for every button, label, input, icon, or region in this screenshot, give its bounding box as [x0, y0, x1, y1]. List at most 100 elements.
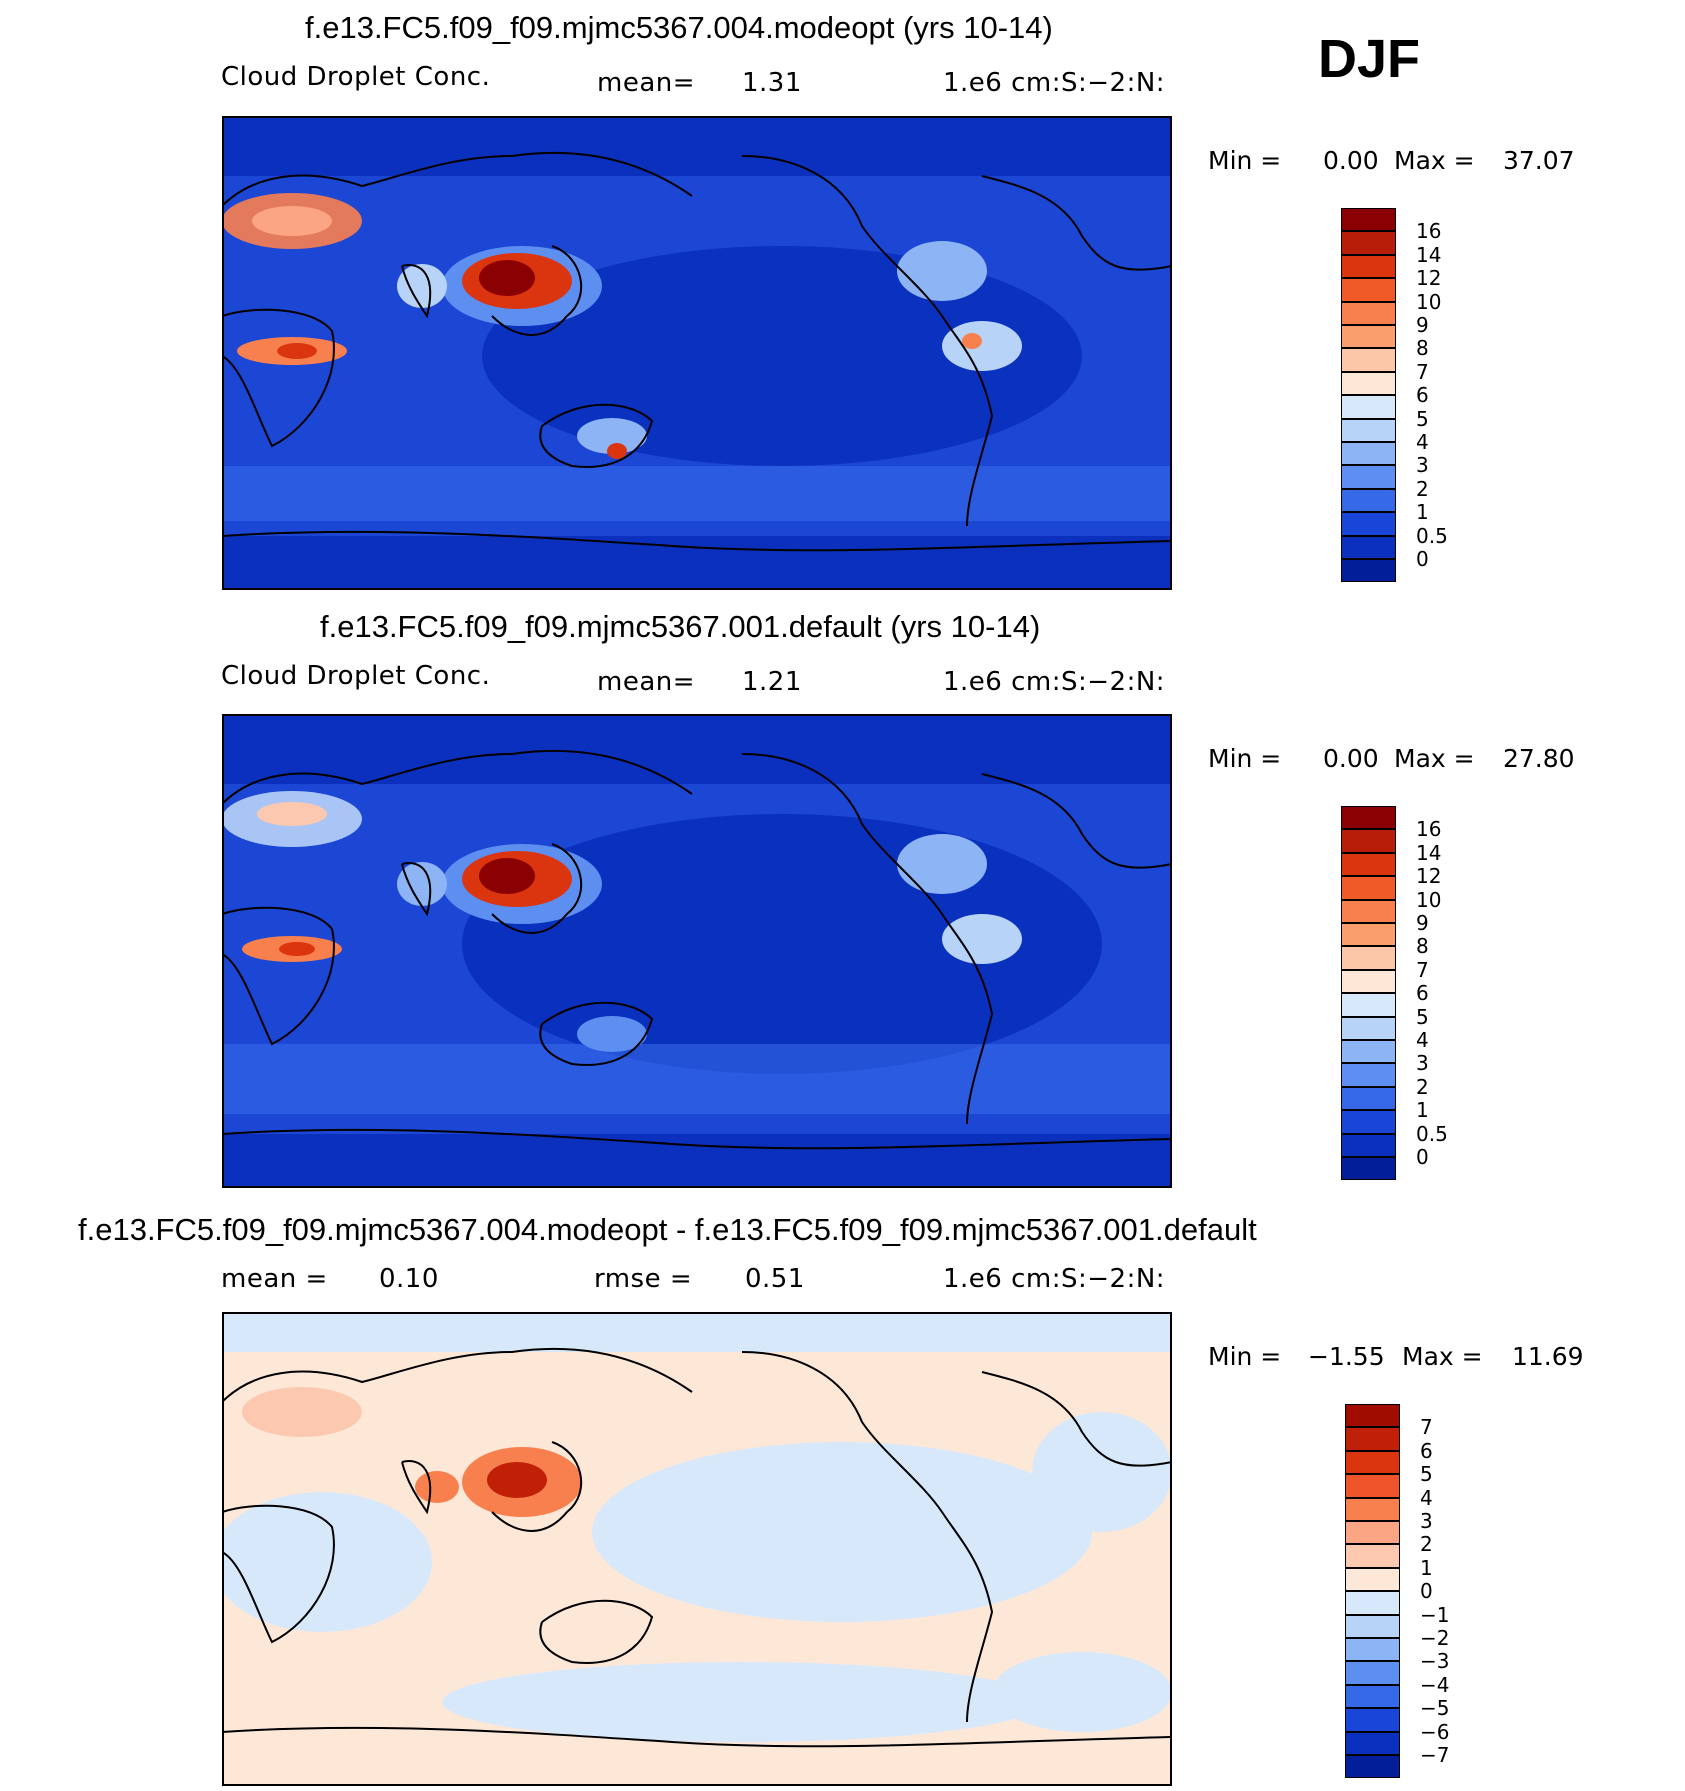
panel-3-min-label: Min = [1208, 1342, 1282, 1371]
colorbar-tick-label: −1 [1420, 1602, 1450, 1627]
panel-3-min-value: −1.55 [1308, 1342, 1385, 1371]
panel-1-mean-label: mean= [597, 68, 696, 98]
colorbar-tick-label: 1 [1420, 1555, 1433, 1580]
colorbar-tick-label: 2 [1416, 476, 1429, 501]
colorbar-segment [1341, 969, 1396, 994]
panel-2-mean-value: 1.21 [742, 667, 802, 697]
colorbar-tick-label: 9 [1416, 313, 1429, 337]
colorbar-tick-label: 7 [1416, 957, 1429, 982]
colorbar-tick-label: 0 [1416, 1145, 1429, 1169]
panel-1-min-value: 0.00 [1323, 146, 1379, 175]
colorbar-segment [1341, 278, 1396, 302]
colorbar-tick-label: 3 [1420, 1509, 1433, 1533]
colorbar-tick-label: 2 [1416, 1074, 1429, 1099]
panel-2-max-value: 27.80 [1503, 744, 1575, 773]
colorbar-tick-label: 0.5 [1416, 523, 1448, 548]
colorbar-tick-label: −6 [1420, 1719, 1450, 1744]
colorbar-tick-label: −4 [1420, 1672, 1450, 1697]
colorbar-tick-label: 12 [1416, 266, 1442, 291]
colorbar-segment [1345, 1474, 1400, 1498]
colorbar-segment [1341, 852, 1396, 877]
colorbar-segment [1341, 1063, 1396, 1087]
panel-1-max-value: 37.07 [1503, 146, 1575, 175]
colorbar-segment [1341, 899, 1396, 923]
colorbar-tick-label: 1 [1416, 500, 1429, 525]
colorbar-tick-label: 7 [1416, 359, 1429, 384]
colorbar-tick-label: 5 [1416, 406, 1429, 431]
colorbar-segment [1345, 1755, 1400, 1779]
colorbar-segment [1341, 1040, 1396, 1064]
panel-3-title: f.e13.FC5.f09_f09.mjmc5367.004.modeopt -… [78, 1212, 1257, 1247]
colorbar-segment [1341, 923, 1396, 947]
colorbar-tick-label: 10 [1416, 289, 1442, 314]
panel-3-mean-value: 0.10 [379, 1264, 439, 1294]
colorbar-segment [1345, 1614, 1400, 1638]
colorbar-segment [1341, 325, 1396, 349]
colorbar-segment [1341, 301, 1396, 325]
colorbar-tick-label: 4 [1416, 1028, 1429, 1052]
colorbar-segment [1345, 1591, 1400, 1615]
panel-3-mean-label: mean = [221, 1264, 328, 1294]
panel-2-max-label: Max = [1394, 744, 1475, 773]
panel-3-map [222, 1312, 1172, 1786]
colorbar-segment [1341, 1157, 1396, 1181]
colorbar-tick-label: 10 [1416, 887, 1442, 912]
panel-2-map [222, 714, 1172, 1188]
panel-1-map [222, 116, 1172, 590]
colorbar-segment [1345, 1731, 1400, 1755]
colorbar-tick-label: 12 [1416, 864, 1442, 889]
colorbar-segment [1341, 442, 1396, 466]
colorbar-tick-label: 0 [1420, 1579, 1433, 1604]
colorbar-tick-label: −2 [1420, 1626, 1450, 1650]
colorbar-tick-label: 14 [1416, 242, 1442, 267]
colorbar-segment [1345, 1521, 1400, 1545]
colorbar-tick-label: 6 [1420, 1438, 1433, 1463]
colorbar-tick-label: 9 [1416, 911, 1429, 935]
colorbar-tick-label: 2 [1420, 1532, 1433, 1557]
colorbar-segment [1345, 1708, 1400, 1732]
colorbar-segment [1341, 1133, 1396, 1157]
panel-3-max-value: 11.69 [1512, 1342, 1584, 1371]
colorbar-segment [1341, 371, 1396, 396]
colorbar-segment [1341, 348, 1396, 372]
colorbar-segment [1345, 1684, 1400, 1709]
colorbar-segment [1341, 1086, 1396, 1111]
colorbar-segment [1341, 488, 1396, 513]
panel-1-mean-value: 1.31 [742, 68, 802, 98]
colorbar-segment [1341, 395, 1396, 419]
colorbar-segment [1345, 1450, 1400, 1475]
colorbar-tick-label: 6 [1416, 383, 1429, 408]
colorbar-tick-label: 16 [1416, 219, 1442, 244]
colorbar-segment [1345, 1544, 1400, 1568]
colorbar-tick-label: −5 [1420, 1696, 1450, 1721]
panel-1-max-label: Max = [1394, 146, 1475, 175]
colorbar-tick-label: 4 [1416, 430, 1429, 454]
colorbar-tick-label: −7 [1420, 1743, 1450, 1767]
colorbar-tick-label: 1 [1416, 1098, 1429, 1123]
colorbar-segment [1341, 535, 1396, 559]
panel-2-title: f.e13.FC5.f09_f09.mjmc5367.001.default (… [320, 609, 1041, 644]
panel-2-min-value: 0.00 [1323, 744, 1379, 773]
colorbar-tick-label: 5 [1416, 1004, 1429, 1029]
colorbar-tick-label: 0.5 [1416, 1121, 1448, 1146]
colorbar-segment [1341, 829, 1396, 853]
colorbar-tick-label: −3 [1420, 1649, 1450, 1674]
colorbar-segment [1341, 208, 1396, 232]
colorbar-tick-label: 4 [1420, 1485, 1433, 1510]
colorbar-tick-label: 3 [1416, 453, 1429, 478]
panel-3-units: 1.e6 cm:S:−2:N: [943, 1264, 1166, 1294]
panel-1-min-label: Min = [1208, 146, 1282, 175]
colorbar-tick-label: 7 [1420, 1415, 1433, 1440]
colorbar-segment [1341, 1016, 1396, 1040]
colorbar-segment [1341, 1110, 1396, 1134]
panel-2-units: 1.e6 cm:S:−2:N: [943, 667, 1166, 697]
panel-1-units: 1.e6 cm:S:−2:N: [943, 68, 1166, 98]
panel-1-title: f.e13.FC5.f09_f09.mjmc5367.004.modeopt (… [305, 10, 1053, 45]
colorbar-tick-label: 16 [1416, 817, 1442, 842]
panel-1-field-label: Cloud Droplet Conc. [221, 62, 491, 92]
colorbar-tick-label: 8 [1416, 336, 1429, 361]
colorbar-segment [1341, 231, 1396, 255]
colorbar-segment [1345, 1567, 1400, 1592]
colorbar-tick-label: 14 [1416, 840, 1442, 865]
colorbar-tick-label: 3 [1416, 1051, 1429, 1076]
